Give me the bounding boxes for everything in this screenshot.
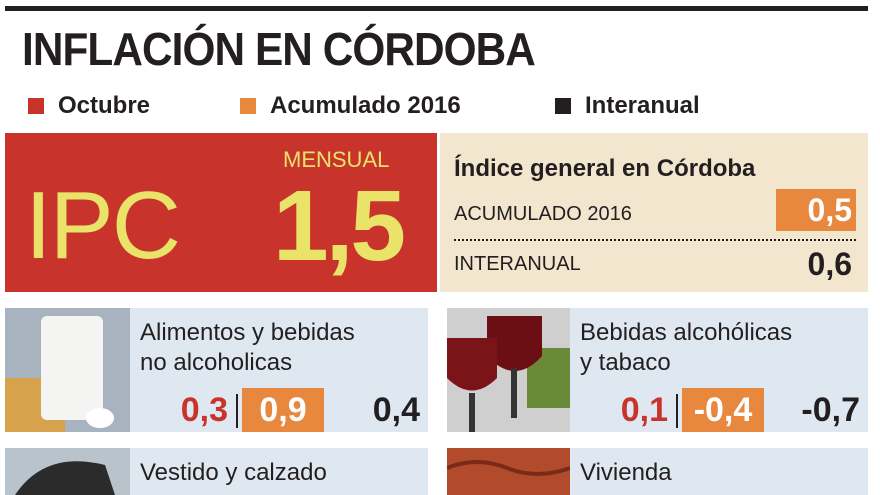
legend-swatch bbox=[240, 98, 256, 114]
legend-swatch bbox=[28, 98, 44, 114]
category-card: Vivienda bbox=[570, 448, 868, 495]
clothes-image bbox=[5, 448, 130, 495]
category-card: Vestido y calzado bbox=[130, 448, 428, 495]
category-title: Bebidas alcohólicas bbox=[580, 319, 793, 346]
category-value: -0,7 bbox=[801, 391, 860, 429]
wine-image bbox=[447, 308, 570, 432]
category-value: 0,4 bbox=[372, 391, 420, 429]
legend-label: Interanual bbox=[585, 92, 700, 119]
general-title: Índice general en Córdoba bbox=[454, 155, 756, 182]
legend-label: Acumulado 2016 bbox=[270, 92, 461, 119]
row-value: 0,5 bbox=[776, 189, 856, 231]
category-value: -0,4 bbox=[682, 388, 764, 432]
separator bbox=[676, 394, 678, 428]
category-value: 0,9 bbox=[242, 388, 324, 432]
roof-image bbox=[447, 448, 570, 495]
ipc-box: IPC MENSUAL 1,5 bbox=[5, 133, 437, 292]
category-card: Alimentos y bebidas no alcoholicas 0,3 0,9 0… bbox=[130, 308, 428, 432]
category-title: Alimentos y bebidas bbox=[140, 319, 355, 346]
general-box: Índice general en Córdoba ACUMULADO 2016… bbox=[440, 133, 868, 292]
category-title: y tabaco bbox=[580, 349, 671, 376]
legend-swatch bbox=[555, 98, 571, 114]
legend-item: Acumulado 2016 bbox=[240, 92, 461, 120]
divider bbox=[454, 239, 856, 241]
category-value: 0,1 bbox=[620, 391, 668, 429]
legend-label: Octubre bbox=[58, 92, 151, 119]
category-title: Vivienda bbox=[580, 459, 672, 486]
ipc-label: IPC bbox=[25, 172, 181, 279]
ipc-sublabel: MENSUAL bbox=[283, 147, 390, 172]
category-value: 0,3 bbox=[180, 391, 228, 429]
legend-item: Interanual bbox=[555, 92, 700, 120]
row-value: 0,6 bbox=[807, 246, 852, 282]
title: INFLACIÓN EN CÓRDOBA bbox=[22, 23, 536, 75]
top-rule bbox=[5, 6, 868, 11]
category-title: no alcoholicas bbox=[140, 349, 293, 376]
category-title: Vestido y calzado bbox=[140, 459, 327, 486]
ipc-value: 1,5 bbox=[273, 170, 406, 282]
row-label: INTERANUAL bbox=[454, 253, 581, 275]
separator bbox=[236, 394, 238, 428]
legend-item: Octubre bbox=[28, 92, 150, 120]
category-card: Bebidas alcohólicas y tabaco 0,1 -0,4 -0,7 bbox=[570, 308, 868, 432]
milk-image bbox=[5, 308, 130, 432]
row-label: ACUMULADO 2016 bbox=[454, 203, 632, 225]
